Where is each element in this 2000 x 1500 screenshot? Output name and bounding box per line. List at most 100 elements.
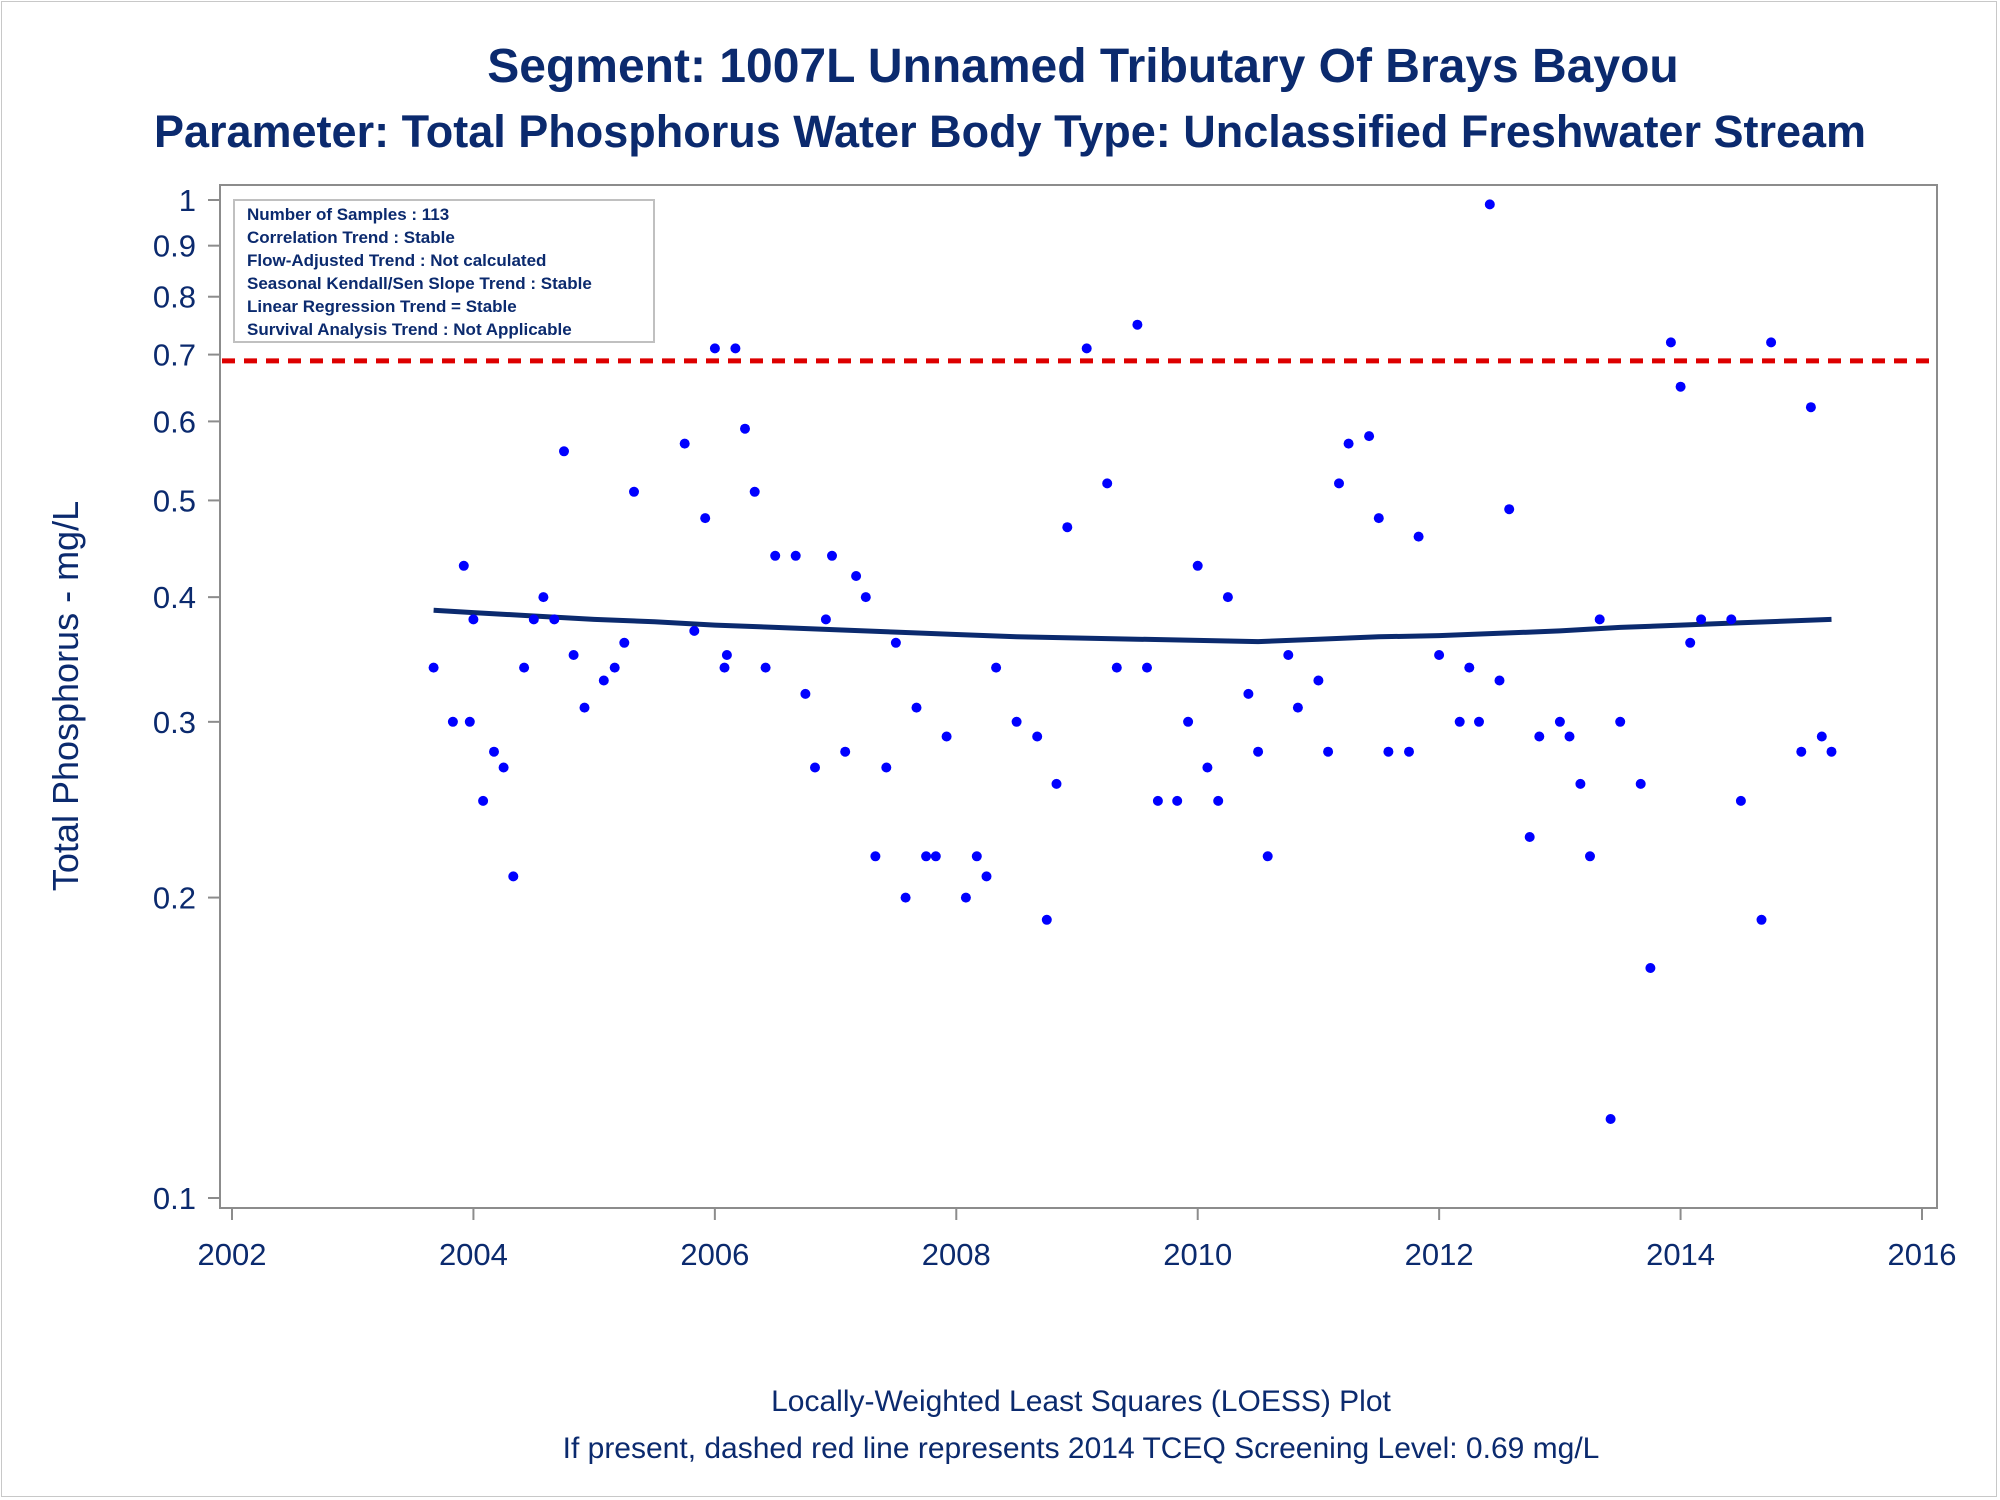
data-point — [1735, 795, 1746, 806]
data-point — [820, 614, 831, 625]
data-point — [1826, 746, 1837, 757]
data-point — [1766, 337, 1777, 348]
data-point — [800, 688, 811, 699]
data-point — [679, 438, 690, 449]
data-point — [941, 731, 952, 742]
data-point — [1494, 675, 1505, 686]
y-tick-label: 0.9 — [153, 229, 196, 264]
data-point — [1011, 716, 1022, 727]
data-point — [1152, 795, 1163, 806]
data-point — [960, 892, 971, 903]
y-tick-label: 0.3 — [153, 705, 196, 740]
data-point — [1474, 716, 1484, 727]
data-point — [478, 795, 489, 806]
data-point — [447, 716, 458, 727]
data-point — [749, 486, 760, 497]
data-point — [1756, 914, 1767, 925]
data-point — [1262, 851, 1273, 862]
y-tick-label: 1 — [179, 183, 196, 218]
data-point — [1373, 513, 1384, 524]
data-point — [619, 637, 630, 648]
x-tick-label: 2004 — [439, 1237, 508, 1272]
data-point — [1183, 716, 1194, 727]
y-tick-label: 0.1 — [153, 1181, 196, 1216]
y-tick-label: 0.7 — [153, 338, 196, 373]
data-point — [468, 614, 479, 625]
data-point — [1202, 762, 1213, 773]
x-tick-label: 2002 — [198, 1237, 267, 1272]
data-point — [1102, 478, 1113, 489]
data-point — [991, 662, 1002, 673]
data-point — [489, 746, 499, 757]
data-point — [770, 550, 781, 561]
data-point — [609, 662, 620, 673]
data-point — [1484, 199, 1495, 210]
data-point — [1615, 716, 1626, 727]
x-tick-label: 2012 — [1405, 1237, 1474, 1272]
data-point — [1645, 963, 1656, 973]
chart-title: Segment: 1007L Unnamed Tributary Of Bray… — [487, 40, 1678, 93]
data-point — [1334, 478, 1344, 489]
data-point — [700, 513, 711, 524]
inset-line: Flow-Adjusted Trend : Not calculated — [247, 251, 546, 270]
data-point — [911, 702, 922, 713]
data-point — [549, 614, 560, 625]
data-point — [881, 762, 892, 773]
data-point — [1041, 914, 1052, 925]
data-point — [1253, 746, 1264, 757]
y-axis: 0.1 0.2 0.3 0.4 0.5 0.6 0.7 0.8 0.9 1 — [153, 183, 220, 1216]
data-point — [1816, 731, 1827, 742]
y-axis-label: Total Phosphorus - mg/L — [45, 501, 86, 891]
x-axis: 2002 2004 2006 2008 2010 2012 2014 2016 — [198, 1208, 1956, 1272]
data-point — [1594, 614, 1605, 625]
data-point — [740, 423, 750, 434]
data-point — [760, 662, 771, 673]
data-point — [840, 746, 851, 757]
data-point — [1192, 560, 1203, 571]
data-point — [1726, 614, 1737, 625]
x-tick-label: 2014 — [1646, 1237, 1715, 1272]
data-point — [1383, 746, 1394, 757]
data-point — [1434, 650, 1445, 660]
y-tick-label: 0.5 — [153, 483, 196, 518]
data-point — [1292, 702, 1303, 713]
data-point — [1796, 746, 1807, 757]
data-point — [1805, 402, 1816, 413]
data-point — [1243, 688, 1254, 699]
data-point — [1213, 795, 1224, 806]
data-point — [508, 871, 519, 882]
data-point — [981, 871, 992, 882]
data-point — [719, 662, 730, 673]
data-point — [464, 716, 475, 727]
data-point — [1696, 614, 1707, 625]
data-point — [568, 650, 579, 660]
data-point — [790, 550, 801, 561]
y-tick-label: 0.8 — [153, 280, 196, 315]
data-point — [709, 343, 720, 354]
data-point — [538, 592, 549, 603]
data-point — [1032, 731, 1043, 742]
data-point — [629, 486, 639, 497]
x-tick-label: 2006 — [680, 1237, 749, 1272]
data-point — [827, 550, 837, 561]
data-point — [1283, 650, 1294, 660]
data-point — [689, 625, 700, 636]
data-point — [930, 851, 941, 862]
data-point — [1685, 637, 1696, 648]
data-point — [1404, 746, 1414, 757]
footnote-loess: Locally-Weighted Least Squares (LOESS) P… — [771, 1385, 1391, 1418]
data-point — [1081, 343, 1092, 354]
data-point — [519, 662, 530, 673]
data-point — [1062, 522, 1073, 533]
data-point — [810, 762, 820, 773]
data-point — [1454, 716, 1465, 727]
data-point — [1364, 431, 1375, 442]
data-point — [579, 702, 590, 713]
data-point — [730, 343, 741, 354]
data-point — [428, 662, 439, 673]
trend-info-box: Number of Samples : 113 Correlation Tren… — [233, 199, 655, 343]
inset-line: Correlation Trend : Stable — [247, 228, 455, 247]
data-point — [1534, 731, 1545, 742]
data-point — [1585, 851, 1595, 862]
